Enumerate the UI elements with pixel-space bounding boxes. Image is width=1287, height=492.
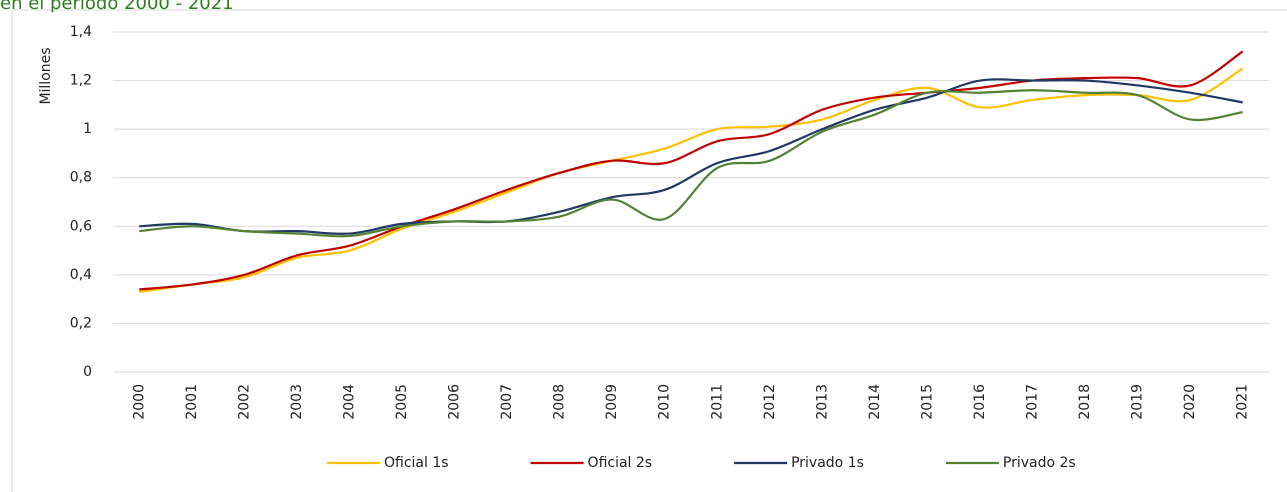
x-tick-label: 2000 <box>131 384 147 420</box>
y-tick-label: 0,4 <box>70 267 92 283</box>
x-tick-label: 2013 <box>814 384 830 420</box>
legend-label: Privado 1s <box>791 455 864 471</box>
x-tick-label: 2017 <box>1025 384 1041 420</box>
x-tick-label: 2018 <box>1077 384 1093 420</box>
x-tick-label: 2015 <box>919 384 935 420</box>
y-tick-label: 0,8 <box>70 170 92 186</box>
x-tick-label: 2007 <box>499 384 515 420</box>
x-tick-label: 2001 <box>184 384 200 420</box>
x-tick-label: 2009 <box>604 384 620 420</box>
legend-label: Oficial 1s <box>384 455 449 471</box>
x-tick-label: 2004 <box>341 384 357 420</box>
chart-frame <box>11 9 1287 492</box>
line-series <box>139 89 1243 238</box>
x-tick-label: 2005 <box>394 384 410 420</box>
line-series <box>139 78 1243 235</box>
chart-title: en el periodo 2000 - 2021 <box>0 0 234 14</box>
x-tick-label: 2002 <box>236 384 252 420</box>
y-tick-label: 0 <box>83 364 92 380</box>
x-tick-label: 2011 <box>709 384 725 420</box>
line-series <box>139 50 1244 291</box>
x-tick-label: 2019 <box>1130 384 1146 420</box>
x-tick-label: 2014 <box>867 384 883 420</box>
x-tick-label: 2016 <box>972 384 988 420</box>
line-series <box>139 67 1244 293</box>
legend-label: Oficial 2s <box>588 455 653 471</box>
y-axis-label: Millones <box>38 47 54 104</box>
x-tick-label: 2021 <box>1235 384 1251 420</box>
y-tick-label: 1,4 <box>70 24 92 40</box>
x-tick-label: 2006 <box>447 384 463 420</box>
x-tick-label: 2008 <box>552 384 568 420</box>
x-tick-label: 2010 <box>657 384 673 420</box>
y-tick-label: 0,2 <box>70 315 92 331</box>
y-tick-label: 1,2 <box>70 73 92 89</box>
y-tick-label: 1 <box>83 121 92 137</box>
x-tick-label: 2020 <box>1182 384 1198 420</box>
x-tick-label: 2003 <box>289 384 305 420</box>
y-tick-label: 0,6 <box>70 218 92 234</box>
x-tick-label: 2012 <box>762 384 778 420</box>
legend-label: Privado 2s <box>1003 455 1076 471</box>
